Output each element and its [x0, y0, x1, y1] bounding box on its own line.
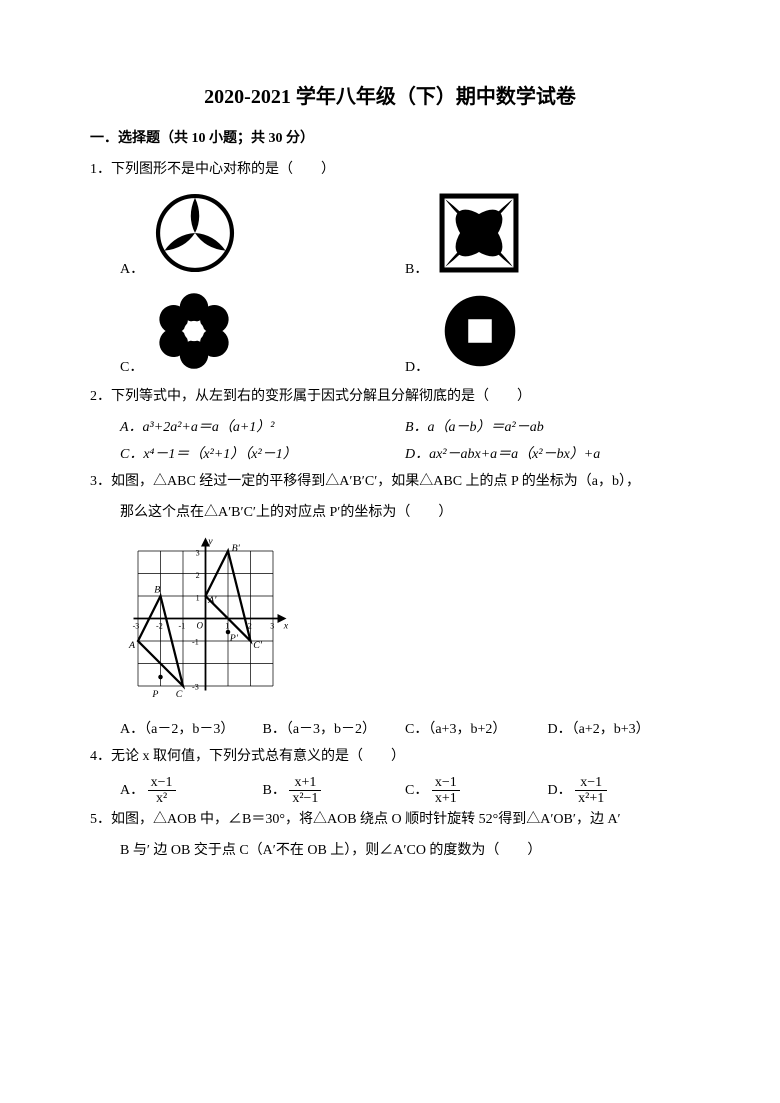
q2-stem: 2．下列等式中，从左到右的变形属于因式分解且分解彻底的是（ ） — [90, 384, 690, 409]
section-heading: 一．选择题（共 10 小题；共 30 分） — [90, 127, 690, 147]
svg-text:1: 1 — [196, 593, 200, 602]
q3-stem: 3．如图，△ABC 经过一定的平移得到△A′B′C′，如果△ABC 上的点 P … — [90, 469, 690, 494]
svg-text:-1: -1 — [179, 621, 186, 630]
q1-c-label: C． — [120, 356, 143, 376]
svg-text:1: 1 — [225, 621, 229, 630]
svg-text:-3: -3 — [133, 621, 140, 630]
svg-text:-3: -3 — [192, 683, 199, 692]
svg-text:C: C — [176, 689, 183, 700]
svg-text:A: A — [128, 640, 136, 651]
svg-text:P': P' — [229, 633, 239, 644]
q2-option-a: A．a³+2a²+a＝a（a+1）² — [120, 415, 405, 442]
q4-option-b: B． x+1 x²−1 — [263, 775, 406, 807]
q1-option-a: A． — [120, 188, 405, 278]
svg-text:B': B' — [232, 543, 241, 554]
fraction-b: x+1 x²−1 — [289, 775, 321, 807]
q2-option-b: B．a（a－b）＝a²－ab — [405, 415, 690, 442]
q5-stem2: B 与′ 边 OB 交于点 C（A′不在 OB 上），则∠A′CO 的度数为（ … — [120, 838, 690, 863]
q1-stem: 1．下列图形不是中心对称的是（ ） — [90, 157, 690, 182]
q2-row-cd: C．x⁴－1＝（x²+1）（x²－1） D．ax²－abx+a＝a（x²－bx）… — [120, 442, 690, 469]
svg-text:2: 2 — [196, 571, 200, 580]
svg-text:C': C' — [253, 640, 263, 651]
q3-option-b: B．（a－3，b－2） — [263, 717, 406, 744]
propeller-circle-icon — [150, 188, 240, 278]
svg-text:A': A' — [207, 595, 217, 606]
svg-text:2: 2 — [248, 621, 252, 630]
four-petal-square-icon — [434, 188, 524, 278]
q3-stem2: 那么这个点在△A′B′C′上的对应点 P′的坐标为（ ） — [120, 500, 690, 525]
q3-option-d: D．（a+2，b+3） — [548, 717, 691, 744]
fraction-d: x−1 x²+1 — [575, 775, 607, 807]
fraction-c: x−1 x+1 — [432, 775, 460, 807]
svg-text:-2: -2 — [156, 621, 163, 630]
fraction-a: x−1 x² — [148, 775, 176, 807]
q3-option-a: A．（a－2，b－3） — [120, 717, 263, 744]
svg-text:x: x — [283, 620, 289, 631]
svg-text:3: 3 — [196, 548, 200, 557]
six-petal-flower-icon — [149, 286, 239, 376]
q1-row-ab: A． B． — [120, 188, 690, 278]
svg-text:y: y — [207, 536, 213, 547]
q2-option-c: C．x⁴－1＝（x²+1）（x²－1） — [120, 442, 405, 469]
q3-option-c: C．（a+3，b+2） — [405, 717, 548, 744]
coin-square-hole-icon — [435, 286, 525, 376]
q1-b-label: B． — [405, 258, 428, 278]
q5-stem: 5．如图，△AOB 中，∠B＝30°，将△AOB 绕点 O 顺时针旋转 52°得… — [90, 807, 690, 832]
q1-d-label: D． — [405, 356, 429, 376]
q1-a-label: A． — [120, 258, 144, 278]
q3-options: A．（a－2，b－3） B．（a－3，b－2） C．（a+3，b+2） D．（a… — [120, 717, 690, 744]
q3-graph: y x O A B C P A' B' C' P' -3 -2 -1 1 2 3 2 3… — [120, 533, 690, 709]
q1-option-c: C． — [120, 286, 405, 376]
page-title: 2020-2021 学年八年级（下）期中数学试卷 — [90, 80, 690, 109]
q4-options: A． x−1 x² B． x+1 x²−1 C． x−1 x+1 D． x−1 — [120, 775, 690, 807]
svg-text:O: O — [197, 620, 204, 630]
q1-row-cd: C． D． — [120, 286, 690, 376]
q4-option-d: D． x−1 x²+1 — [548, 775, 691, 807]
q4-stem: 4．无论 x 取何值，下列分式总有意义的是（ ） — [90, 744, 690, 769]
q2-row-ab: A．a³+2a²+a＝a（a+1）² B．a（a－b）＝a²－ab — [120, 415, 690, 442]
q1-option-b: B． — [405, 188, 690, 278]
exam-page: 2020-2021 学年八年级（下）期中数学试卷 一．选择题（共 10 小题；共… — [0, 0, 780, 1103]
svg-text:B: B — [154, 584, 160, 595]
q2-option-d: D．ax²－abx+a＝a（x²－bx）+a — [405, 442, 690, 469]
q4-option-c: C． x−1 x+1 — [405, 775, 548, 807]
svg-text:P: P — [151, 689, 158, 700]
svg-text:-1: -1 — [192, 638, 199, 647]
q4-option-a: A． x−1 x² — [120, 775, 263, 807]
svg-text:3: 3 — [270, 621, 274, 630]
q1-option-d: D． — [405, 286, 690, 376]
